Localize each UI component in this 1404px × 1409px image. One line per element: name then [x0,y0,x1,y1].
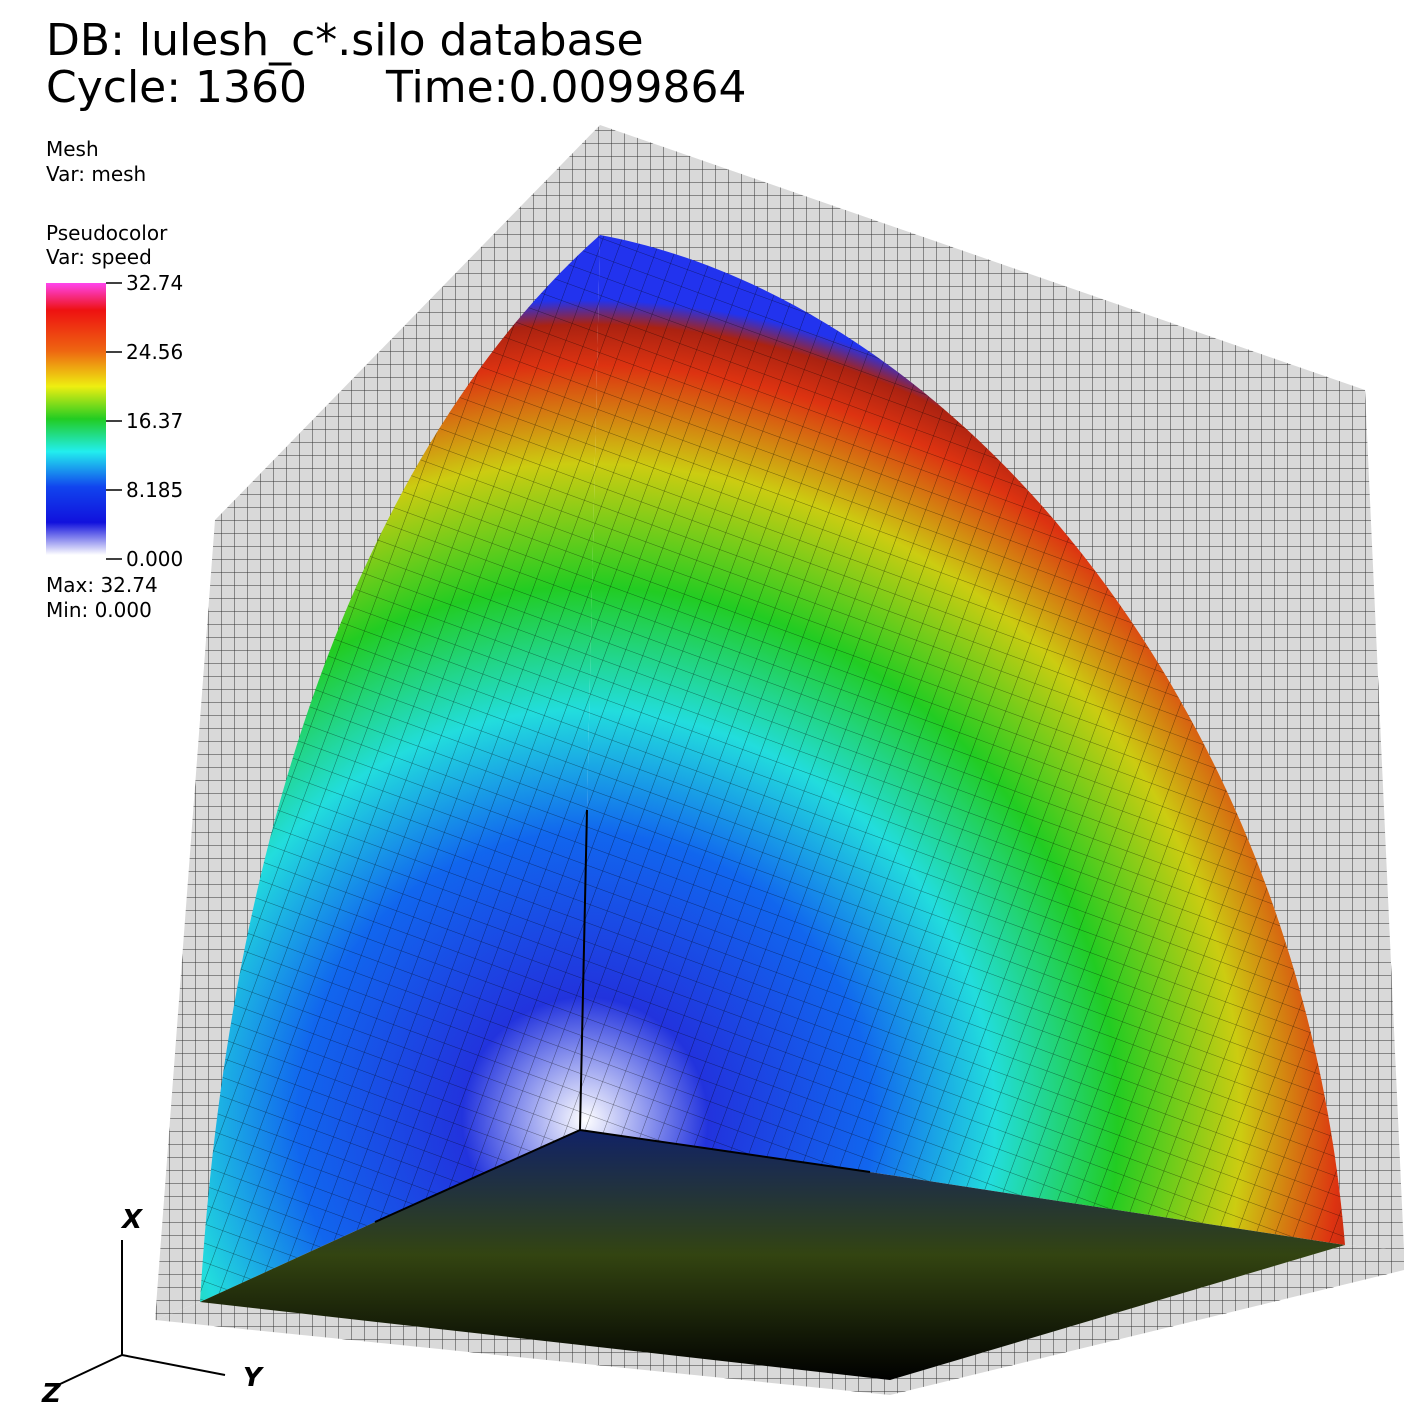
mesh-plot-name: Mesh [46,137,99,161]
time-label: Time:0.0099864 [385,62,746,113]
color-bar-tick-label: 24.56 [126,340,183,364]
max-label: Max: 32.74 [46,573,158,597]
x-axis-label: X [120,1205,144,1235]
color-bar-tick-label: 0.000 [126,547,183,571]
z-axis-label: Z [41,1379,62,1409]
y-axis-label: Y [243,1363,265,1393]
min-label: Min: 0.000 [46,598,152,622]
color-bar-tick-label: 32.74 [126,271,183,295]
cycle-label: Cycle: 1360 [46,62,307,113]
color-bar-ticks: 32.74 24.56 16.37 8.185 0.000 [106,271,183,571]
database-title: DB: lulesh_c*.silo database [46,15,644,66]
color-bar-tick-label: 8.185 [126,478,183,502]
mesh-var: Var: mesh [46,162,146,186]
pseudocolor-plot-name: Pseudocolor [46,221,168,245]
color-bar-tick-label: 16.37 [126,409,183,433]
color-bar [46,283,106,555]
mesh-cube [155,125,1404,1395]
pseudocolor-var: Var: speed [46,245,152,269]
visualization: DB: lulesh_c*.silo database Cycle: 1360 … [0,0,1404,1409]
